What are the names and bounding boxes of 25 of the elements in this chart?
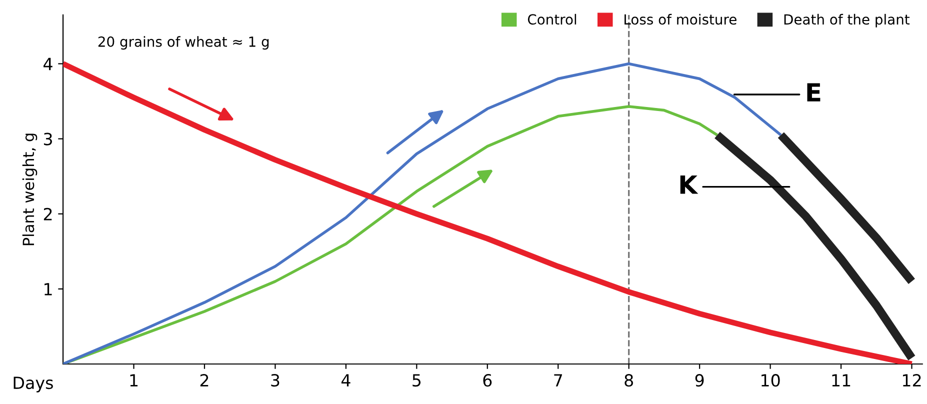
annotation: 20 grains of wheat ≈ 1 g [98, 36, 269, 50]
x-tick-label: 3 [271, 374, 280, 387]
x-tick-label: 5 [412, 374, 421, 387]
annotation: E [807, 83, 820, 102]
x-tick-label: 8 [624, 374, 634, 387]
legend-label: Loss of moisture [624, 14, 736, 25]
x-tick-label: 11 [832, 374, 850, 386]
y-axis-title: Plant weight, g [22, 134, 38, 246]
legend-label: Death of the plant [784, 14, 910, 28]
x-tick-label: 9 [695, 374, 704, 387]
annotation: K [680, 176, 698, 194]
x-tick-label: 7 [554, 374, 562, 386]
y-tick-label: 1 [44, 283, 52, 296]
y-tick-label: 3 [44, 132, 52, 146]
x-tick-label: 4 [341, 374, 350, 386]
y-tick-label: 2 [44, 208, 52, 220]
x-tick-label: 6 [483, 374, 492, 387]
y-tick-label: 4 [44, 58, 52, 70]
x-tick-label: 2 [200, 374, 208, 386]
x-tick-label: 12 [902, 374, 921, 386]
x-tick-label: 10 [762, 374, 780, 387]
x-tick-label: 1 [130, 374, 138, 386]
x-axis-title: Days [14, 376, 53, 392]
line-series [63, 62, 782, 364]
legend-label: Control [528, 14, 576, 25]
